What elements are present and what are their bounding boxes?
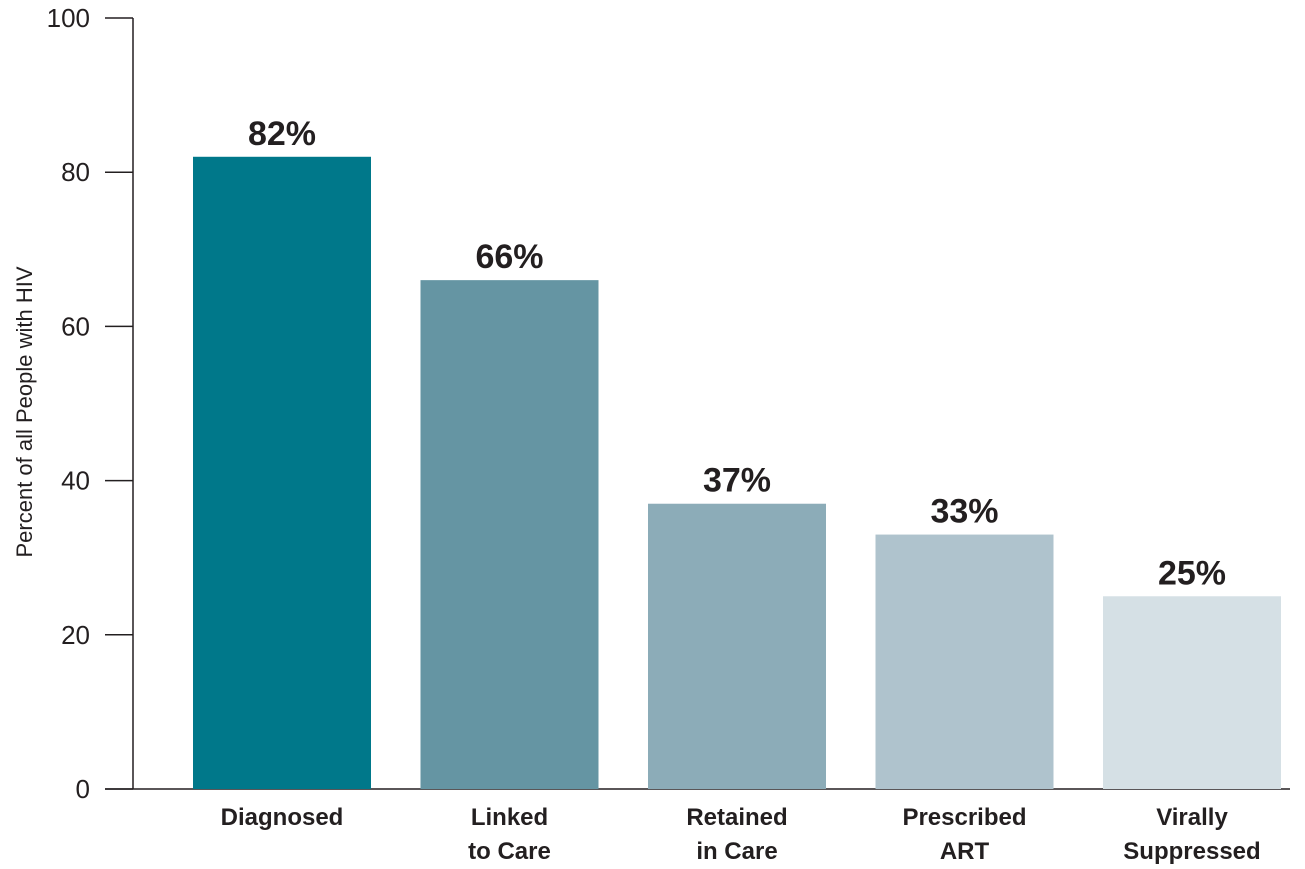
bar bbox=[875, 534, 1054, 789]
category-label-line: Prescribed bbox=[902, 804, 1026, 831]
category-label: Diagnosed bbox=[221, 804, 344, 831]
category-label-line: Diagnosed bbox=[221, 804, 344, 831]
category-label-line: in Care bbox=[696, 838, 777, 865]
category-label-line: Virally bbox=[1156, 804, 1228, 831]
bars bbox=[193, 156, 1281, 789]
category-label: Retained in Care bbox=[686, 804, 787, 865]
y-tick-label: 80 bbox=[61, 157, 90, 187]
bar bbox=[193, 156, 371, 789]
y-tick-label: 60 bbox=[61, 311, 90, 341]
category-labels: Diagnosed Linked to Care Retained in Care Pre… bbox=[221, 804, 1261, 865]
category-label-line: ART bbox=[940, 838, 990, 865]
category-label-line: Suppressed bbox=[1123, 838, 1260, 865]
data-labels: 82% 66% 37% 33% 25% bbox=[248, 115, 1226, 592]
y-axis-title-group: Percent of all People with HIV bbox=[12, 266, 37, 557]
category-label: Prescribed ART bbox=[902, 804, 1026, 865]
data-label: 82% bbox=[248, 115, 316, 153]
y-tick-label: 0 bbox=[76, 774, 90, 804]
y-tick-label: 100 bbox=[47, 3, 90, 33]
data-label: 37% bbox=[703, 462, 771, 500]
y-axis-title: Percent of all People with HIV bbox=[12, 266, 37, 557]
category-label-line: to Care bbox=[468, 838, 551, 865]
data-label: 66% bbox=[475, 238, 543, 276]
data-label: 25% bbox=[1158, 554, 1226, 592]
data-label: 33% bbox=[930, 493, 998, 531]
category-label-line: Retained bbox=[686, 804, 787, 831]
y-tick-label: 20 bbox=[61, 620, 90, 650]
category-label: Linked to Care bbox=[468, 804, 551, 865]
bar bbox=[1103, 596, 1281, 789]
y-axis: 0 20 40 60 80 100 bbox=[47, 3, 134, 804]
y-tick-label: 40 bbox=[61, 466, 90, 496]
bar bbox=[648, 503, 826, 789]
bar bbox=[420, 280, 599, 789]
category-label: Virally Suppressed bbox=[1123, 804, 1260, 865]
category-label-line: Linked bbox=[471, 804, 548, 831]
